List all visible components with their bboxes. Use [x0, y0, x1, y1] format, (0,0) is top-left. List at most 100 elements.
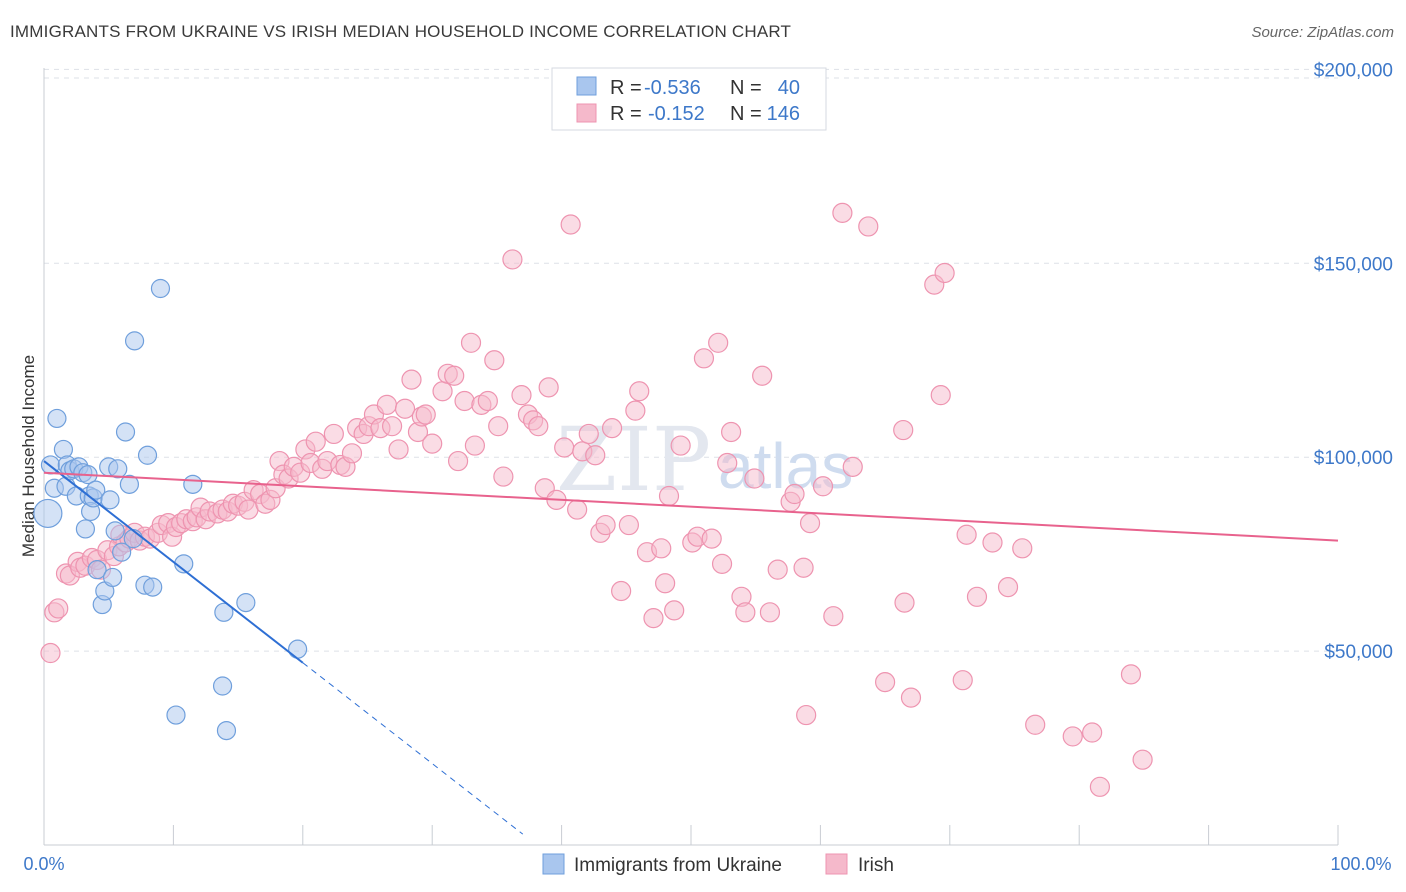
- series-legend-swatch-irish: [825, 853, 848, 875]
- irish-point: [767, 559, 788, 580]
- irish-point: [601, 418, 623, 439]
- irish-point: [735, 602, 756, 623]
- irish-point: [643, 608, 664, 629]
- ukraine-point: [212, 676, 233, 696]
- stats-n-label-blue: N =: [730, 77, 762, 99]
- ukraine-point: [112, 542, 132, 562]
- irish-point: [502, 249, 523, 270]
- stats-legend: R = -0.536 N = 40 R = -0.152 N = 146: [551, 67, 827, 131]
- stats-legend-swatch-pink: [576, 103, 597, 123]
- y-tick-labels: $50,000 $100,000 $150,000 $200,000: [1314, 60, 1393, 663]
- irish-point: [611, 580, 632, 602]
- stats-r-value-pink: -0.152: [648, 103, 705, 125]
- irish-point: [842, 456, 863, 477]
- stats-r-label-blue: R =: [610, 77, 642, 99]
- stats-r-value-blue: -0.536: [644, 77, 701, 99]
- irish-point: [664, 600, 685, 621]
- irish-point: [1062, 726, 1083, 747]
- irish-point: [812, 476, 834, 497]
- irish-point: [1082, 722, 1103, 743]
- irish-point: [966, 586, 988, 607]
- irish-point: [717, 452, 738, 474]
- irish-point: [1025, 714, 1046, 735]
- irish-point: [708, 332, 729, 353]
- irish-point: [484, 350, 505, 371]
- stats-n-value-pink: 146: [767, 103, 800, 125]
- irish-point: [1012, 538, 1033, 559]
- ukraine-point: [288, 639, 308, 659]
- x-tick-label-min: 0.0%: [23, 854, 64, 874]
- irish-point: [721, 421, 742, 443]
- irish-point: [670, 435, 691, 456]
- irish-point: [422, 433, 443, 454]
- irish-point: [401, 369, 422, 390]
- irish-regression-line: [43, 471, 1339, 542]
- chart-source: Source: ZipAtlas.com: [1251, 24, 1394, 41]
- irish-point: [460, 332, 482, 353]
- irish-point: [711, 553, 733, 574]
- irish-point: [997, 577, 1019, 598]
- irish-point: [658, 485, 680, 507]
- irish-point: [930, 385, 951, 406]
- irish-point: [934, 262, 955, 284]
- irish-point: [511, 385, 532, 406]
- irish-point: [432, 381, 453, 402]
- irish-point: [625, 400, 646, 421]
- irish-point: [415, 404, 436, 425]
- irish-point: [238, 499, 259, 520]
- irish-point: [578, 423, 599, 445]
- irish-point: [629, 381, 650, 402]
- irish-point: [701, 528, 722, 549]
- irish-point: [567, 499, 588, 520]
- series-legend-swatch-ukraine: [542, 853, 565, 875]
- irish-point: [796, 704, 817, 726]
- irish-point: [1120, 664, 1142, 685]
- irish-point: [1089, 776, 1111, 797]
- irish-point: [799, 513, 821, 534]
- stats-legend-swatch-blue: [576, 76, 597, 96]
- ukraine-point: [123, 529, 143, 549]
- irish-point: [893, 419, 914, 441]
- ukraine-regression-extension: [302, 662, 524, 835]
- y-tick-label: $50,000: [1324, 642, 1393, 663]
- stats-r-label-pink: R =: [610, 103, 642, 125]
- ukraine-point: [150, 278, 171, 299]
- irish-point: [477, 390, 498, 412]
- irish-point: [982, 532, 1003, 553]
- stats-n-label-pink: N =: [730, 103, 762, 125]
- ukraine-point: [124, 331, 145, 351]
- ukraine-point: [102, 567, 123, 588]
- irish-point: [956, 524, 977, 545]
- ukraine-point: [183, 474, 203, 494]
- irish-point: [493, 466, 514, 487]
- irish-point: [952, 670, 973, 691]
- ukraine-point: [216, 720, 237, 741]
- series-legend-label-irish: Irish: [858, 855, 894, 876]
- ukraine-regression-line: [43, 460, 304, 664]
- chart-title: IMMIGRANTS FROM UKRAINE VS IRISH MEDIAN …: [10, 22, 792, 41]
- irish-point: [394, 398, 416, 419]
- ukraine-point: [115, 422, 136, 442]
- irish-point: [693, 348, 715, 369]
- irish-point: [759, 602, 781, 623]
- irish-point: [40, 642, 61, 664]
- irish-point: [48, 598, 69, 619]
- ukraine-point: [86, 480, 106, 500]
- irish-point: [744, 468, 765, 489]
- ukraine-point: [137, 445, 158, 465]
- y-tick-label: $200,000: [1314, 60, 1393, 81]
- irish-point: [618, 514, 639, 536]
- ukraine-point: [105, 521, 125, 541]
- ukraine-points: [33, 278, 308, 741]
- ukraine-point: [166, 705, 186, 725]
- irish-point: [381, 416, 403, 437]
- ukraine-point: [236, 593, 256, 613]
- ukraine-point: [87, 560, 107, 580]
- ukraine-point: [47, 408, 67, 429]
- x-tick-label-max: 100.0%: [1330, 854, 1391, 874]
- ukraine-point: [214, 602, 234, 622]
- irish-point: [832, 202, 853, 223]
- irish-point: [464, 435, 486, 456]
- irish-point: [454, 390, 475, 412]
